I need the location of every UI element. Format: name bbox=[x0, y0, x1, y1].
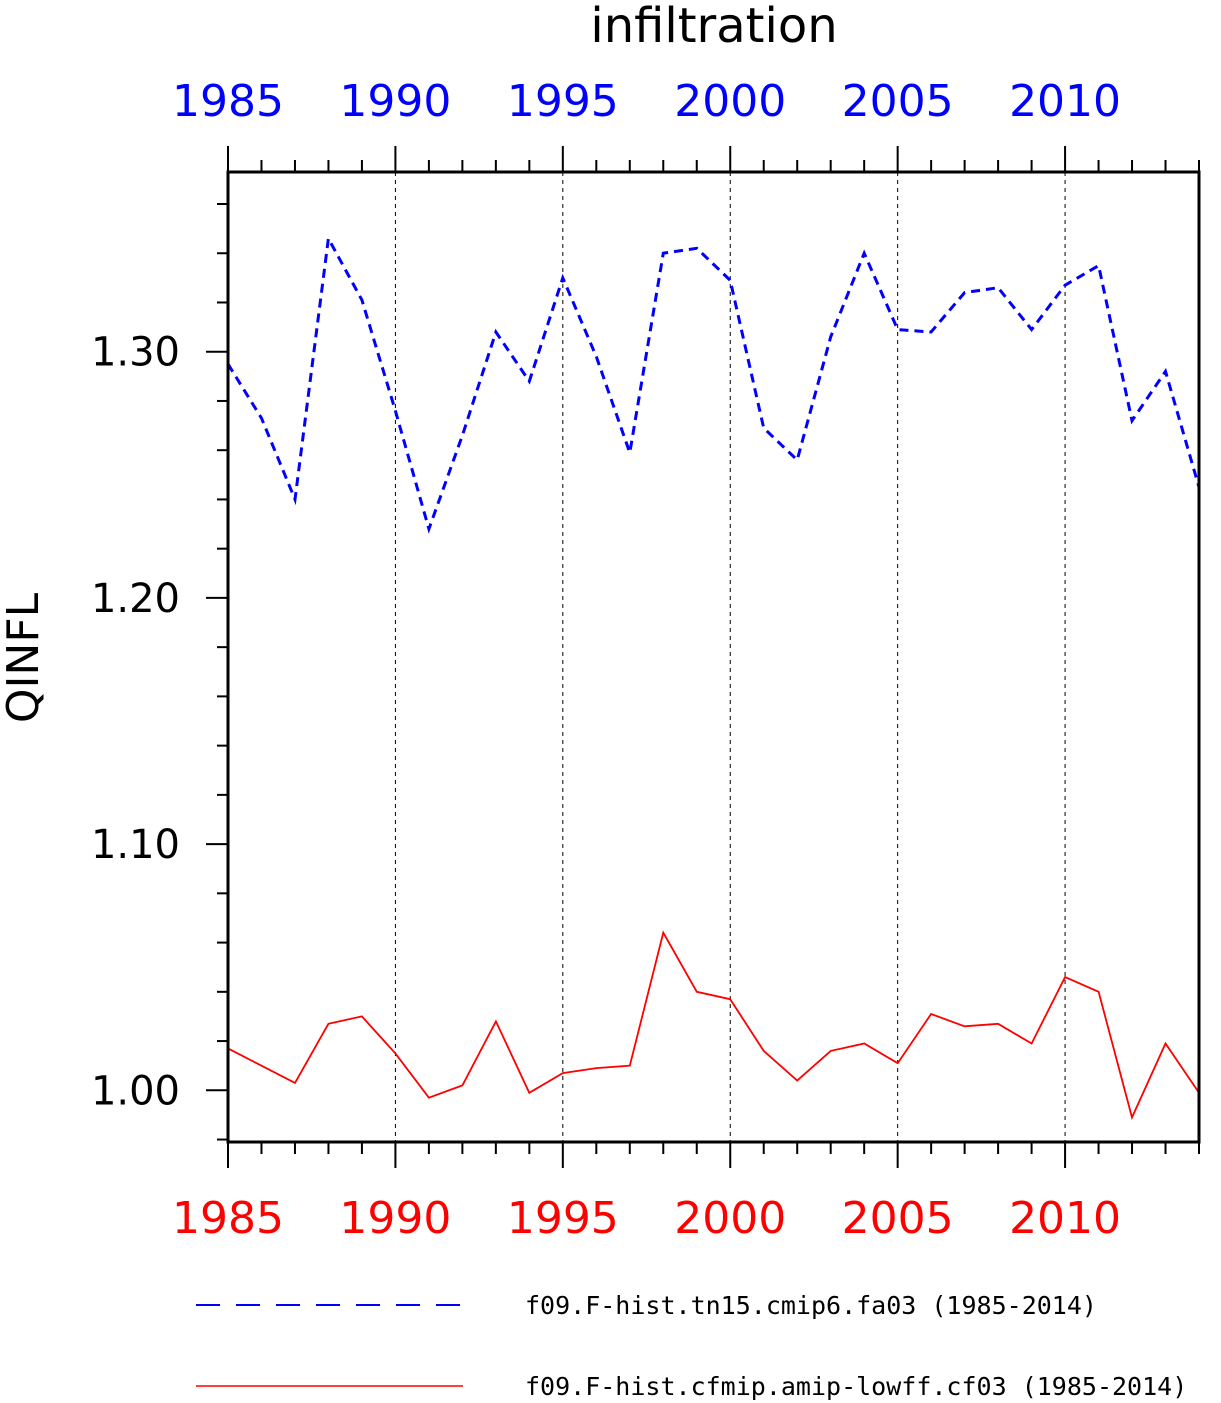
y-tick-label: 1.10 bbox=[91, 822, 180, 868]
x-top-tick-label: 1995 bbox=[507, 76, 619, 127]
x-bottom-tick-label: 1995 bbox=[507, 1193, 619, 1244]
plot-frame bbox=[226, 170, 1201, 1144]
legend-label-1: f09.F-hist.tn15.cmip6.fa03 (1985-2014) bbox=[525, 1291, 1097, 1320]
x-top-tick-label: 2010 bbox=[1009, 76, 1121, 127]
x-top-tick-label: 1985 bbox=[172, 76, 284, 127]
y-axis-title: QINFL bbox=[0, 592, 49, 723]
x-axis-bottom: 1985 1990 1995 2000 2005 2010 bbox=[172, 1142, 1200, 1244]
series-line-2 bbox=[227, 930, 1200, 1121]
y-tick-label: 1.20 bbox=[91, 576, 180, 622]
x-bottom-tick-label: 1990 bbox=[339, 1193, 451, 1244]
y-tick-label: 1.30 bbox=[91, 330, 180, 376]
legend: f09.F-hist.tn15.cmip6.fa03 (1985-2014) f0… bbox=[196, 1291, 1187, 1401]
legend-label-2: f09.F-hist.cfmip.amip-lowff.cf03 (1985-2… bbox=[525, 1372, 1187, 1401]
y-tick-label: 1.00 bbox=[91, 1068, 180, 1114]
x-bottom-tick-label: 2005 bbox=[842, 1193, 954, 1244]
x-top-tick-label: 2000 bbox=[674, 76, 786, 127]
series-lines bbox=[226, 233, 1201, 1121]
x-axis-top: 1985 1990 1995 2000 2005 2010 bbox=[172, 76, 1200, 172]
y-axis: 1.00 1.10 1.20 1.30 bbox=[91, 203, 228, 1141]
x-top-tick-label: 2005 bbox=[842, 76, 954, 127]
series-line-1 bbox=[226, 233, 1201, 534]
vertical-grid-lines bbox=[394, 172, 1066, 1142]
x-top-tick-label: 1990 bbox=[339, 76, 451, 127]
x-bottom-tick-label: 1985 bbox=[172, 1193, 284, 1244]
chart-title: infiltration bbox=[590, 0, 837, 54]
x-bottom-tick-label: 2000 bbox=[674, 1193, 786, 1244]
x-bottom-tick-label: 2010 bbox=[1009, 1193, 1121, 1244]
